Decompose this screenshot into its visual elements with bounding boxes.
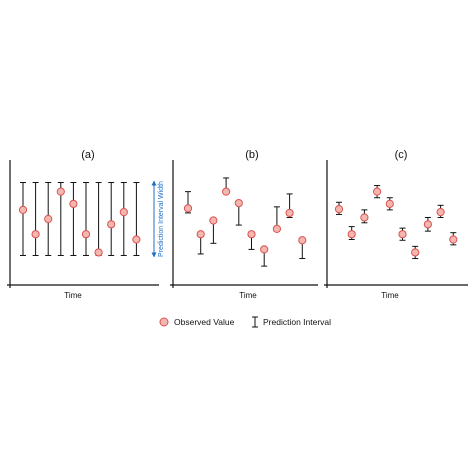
observed-a-8 <box>107 220 116 229</box>
observed-a-9 <box>119 208 128 217</box>
observed-a-7 <box>94 248 103 257</box>
observed-b-9 <box>285 208 294 218</box>
observed-c-10 <box>449 235 458 244</box>
observed-b-8 <box>272 224 281 233</box>
observed-c-2 <box>347 230 356 239</box>
observed-b-10 <box>298 236 307 245</box>
panel-c-label: (c) <box>395 149 408 161</box>
interval-a-8 <box>108 182 115 256</box>
observed-b-2 <box>196 230 205 239</box>
observed-c-7 <box>411 248 420 257</box>
panel-c-x-label: Time <box>381 291 399 300</box>
observed-a-3 <box>44 214 53 224</box>
observed-c-5 <box>385 199 394 208</box>
panel-c: (c) Time <box>324 149 468 300</box>
observed-b-6 <box>247 230 256 239</box>
legend: Observed Value Prediction Interval <box>159 316 331 328</box>
legend-interval-label: Prediction Interval <box>263 317 331 327</box>
panel-b-x-label: Time <box>239 291 257 300</box>
panel-a: (a) Time Prediction Interval Width <box>7 149 165 300</box>
interval-a-2 <box>32 182 39 256</box>
observed-c-6 <box>398 230 407 239</box>
panel-c-marks <box>334 185 458 260</box>
observed-b-5 <box>234 198 243 208</box>
observed-a-4 <box>56 187 65 196</box>
observed-c-8 <box>423 220 432 229</box>
panel-b-label: (b) <box>245 149 258 161</box>
panel-a-label: (a) <box>81 149 94 161</box>
panel-a-x-label: Time <box>64 291 82 300</box>
interval-a-5 <box>70 182 77 256</box>
interval-width-label: Prediction Interval Width <box>158 181 165 257</box>
observed-a-10 <box>132 235 141 244</box>
interval-a-10 <box>133 182 140 256</box>
panel-a-marks <box>18 182 141 257</box>
panel-b: (b) Time <box>170 149 318 300</box>
observed-a-5 <box>69 199 78 208</box>
interval-a-7 <box>95 182 102 256</box>
observed-c-3 <box>360 213 369 222</box>
observed-b-1 <box>183 204 193 213</box>
panel-b-marks <box>183 177 307 267</box>
interval-a-1 <box>20 182 26 256</box>
observed-a-1 <box>18 205 28 214</box>
observed-c-4 <box>373 187 382 196</box>
observed-c-9 <box>436 208 445 217</box>
circle-marker-icon <box>159 317 169 327</box>
observed-a-6 <box>81 230 91 239</box>
observed-a-2 <box>31 230 40 239</box>
error-bar-icon <box>252 316 258 328</box>
observed-c-1 <box>334 205 344 214</box>
interval-a-9 <box>120 182 127 256</box>
interval-a-6 <box>83 182 89 256</box>
observed-b-7 <box>260 245 269 254</box>
legend-observed-label: Observed Value <box>174 317 235 327</box>
observed-b-3 <box>209 216 218 225</box>
observed-b-4 <box>222 187 231 196</box>
